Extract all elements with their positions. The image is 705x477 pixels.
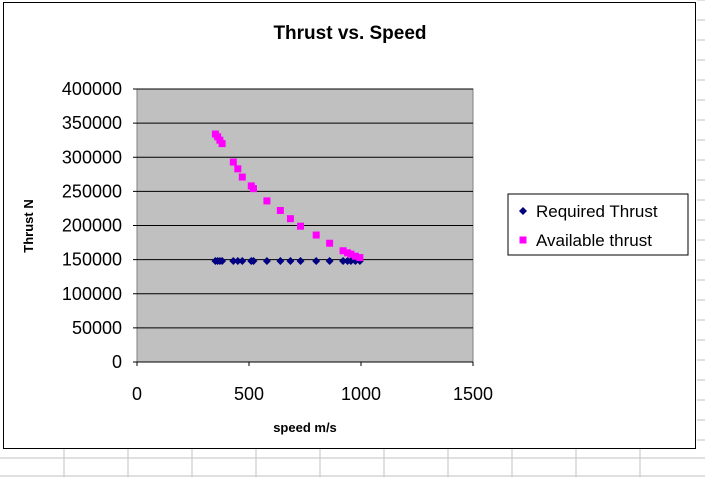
required-thrust-point bbox=[325, 256, 334, 265]
y-tick-label: 100000 bbox=[62, 284, 122, 304]
y-tick-label: 50000 bbox=[72, 318, 122, 338]
available-thrust-point bbox=[249, 185, 257, 193]
y-tick-label: 0 bbox=[112, 352, 122, 372]
x-tick-label: 1500 bbox=[453, 384, 493, 404]
x-tick-label: 500 bbox=[234, 384, 264, 404]
available-thrust-point bbox=[297, 222, 305, 230]
legend-label-required-thrust: Required Thrust bbox=[536, 202, 658, 221]
legend-marker-required-thrust bbox=[519, 207, 527, 215]
y-tick-label: 150000 bbox=[62, 250, 122, 270]
required-thrust-point bbox=[218, 256, 227, 265]
legend[interactable]: Required Thrust Available thrust bbox=[507, 193, 689, 256]
x-axis-tick-labels: 0 500 1000 1500 bbox=[132, 362, 493, 404]
y-tick-label: 250000 bbox=[62, 181, 122, 201]
legend-label-available-thrust: Available thrust bbox=[536, 231, 652, 250]
legend-box bbox=[507, 193, 689, 256]
available-thrust-point bbox=[276, 206, 284, 214]
required-thrust-point bbox=[249, 256, 258, 265]
x-tick-label: 1000 bbox=[341, 384, 381, 404]
required-thrust-point bbox=[229, 256, 238, 265]
available-thrust-point bbox=[218, 140, 226, 148]
available-thrust-point bbox=[263, 197, 271, 205]
available-thrust-point bbox=[356, 254, 364, 262]
available-thrust-point bbox=[286, 215, 294, 223]
required-thrust-point bbox=[233, 256, 242, 265]
legend-marker-available-thrust bbox=[519, 236, 527, 244]
gridlines bbox=[133, 88, 473, 363]
y-axis-title: Thrust N bbox=[21, 199, 36, 252]
required-thrust-point bbox=[339, 256, 348, 265]
available-thrust-point bbox=[238, 173, 246, 181]
available-thrust-point bbox=[347, 250, 355, 258]
required-thrust-point bbox=[286, 256, 295, 265]
available-thrust-point bbox=[326, 239, 334, 247]
y-tick-label: 300000 bbox=[62, 147, 122, 167]
chart-title: Thrust vs. Speed bbox=[273, 23, 426, 44]
available-thrust-point bbox=[229, 158, 237, 166]
x-tick-label: 0 bbox=[132, 384, 142, 404]
y-tick-label: 400000 bbox=[62, 79, 122, 99]
x-axis-title: speed m/s bbox=[273, 420, 337, 435]
available-thrust-point bbox=[339, 247, 347, 255]
required-thrust-point bbox=[262, 256, 271, 265]
y-tick-label: 350000 bbox=[62, 113, 122, 133]
y-tick-label: 200000 bbox=[62, 216, 122, 236]
available-thrust-point bbox=[312, 231, 320, 239]
required-thrust-point bbox=[296, 256, 305, 265]
data-markers bbox=[211, 130, 364, 265]
required-thrust-point bbox=[238, 256, 247, 265]
available-thrust-point bbox=[234, 165, 242, 173]
y-axis-tick-labels: 0 50000 100000 150000 200000 250000 300000 3500… bbox=[62, 79, 122, 372]
required-thrust-point bbox=[312, 256, 321, 265]
available-thrust-point bbox=[351, 252, 359, 260]
required-thrust-point bbox=[276, 256, 285, 265]
